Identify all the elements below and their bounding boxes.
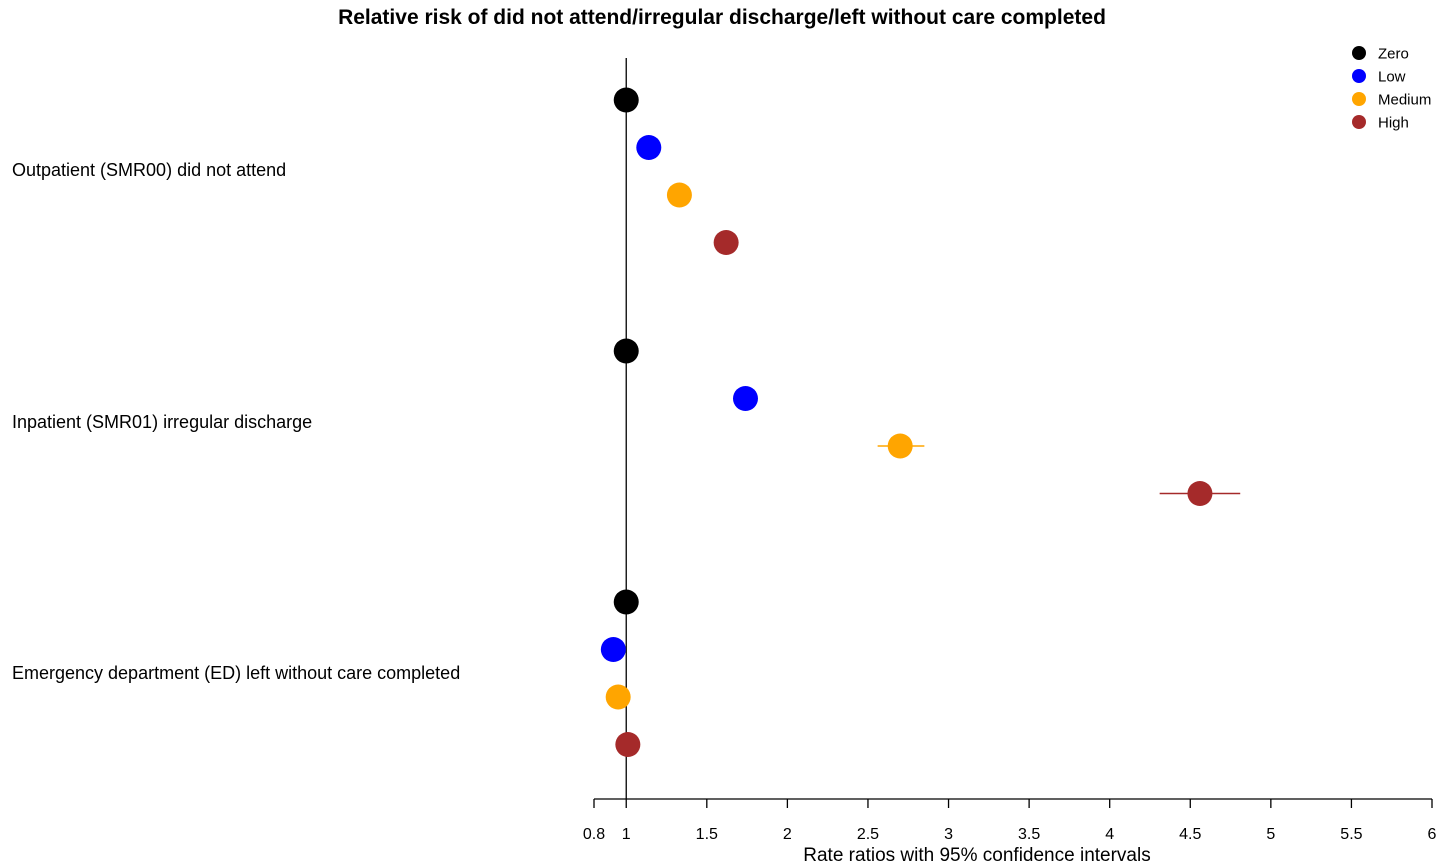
legend-label: Low (1378, 69, 1406, 86)
x-tick-label: 4.5 (1179, 826, 1201, 843)
data-point (636, 135, 662, 160)
x-tick-label: 3 (944, 826, 953, 843)
data-point (1187, 481, 1213, 506)
x-tick-label: 4 (1105, 826, 1114, 843)
legend-marker (1352, 46, 1366, 60)
data-point (732, 386, 758, 411)
x-tick-label: 5.5 (1340, 826, 1362, 843)
x-tick-label: 0.8 (583, 826, 605, 843)
data-point (887, 433, 913, 459)
legend-marker (1352, 115, 1366, 129)
group-label-outpatient: Outpatient (SMR00) did not attend (12, 160, 287, 180)
x-tick-label: 1.5 (696, 826, 718, 843)
data-point (613, 338, 639, 364)
legend-label: High (1378, 115, 1409, 132)
legend-marker (1352, 69, 1366, 83)
data-point (615, 732, 641, 757)
data-point (600, 637, 626, 662)
data-point (613, 589, 639, 615)
x-tick-label: 2 (783, 826, 792, 843)
x-tick-label: 1 (622, 826, 631, 843)
x-tick-label: 3.5 (1018, 826, 1040, 843)
x-axis-label: Rate ratios with 95% confidence interval… (803, 845, 1151, 866)
legend-label: Zero (1378, 46, 1409, 63)
x-tick-label: 5 (1266, 826, 1275, 843)
x-tick-label: 6 (1428, 826, 1437, 843)
legend-marker (1352, 92, 1366, 106)
group-label-inpatient: Inpatient (SMR01) irregular discharge (12, 412, 313, 432)
data-point (613, 87, 639, 113)
legend-label: Medium (1378, 92, 1431, 109)
data-point (666, 182, 692, 208)
data-point (605, 684, 631, 710)
x-tick-label: 2.5 (857, 826, 879, 843)
data-point (713, 230, 739, 255)
group-label-emergency: Emergency department (ED) left without c… (12, 663, 461, 683)
chart-title: Relative risk of did not attend/irregula… (338, 6, 1106, 29)
